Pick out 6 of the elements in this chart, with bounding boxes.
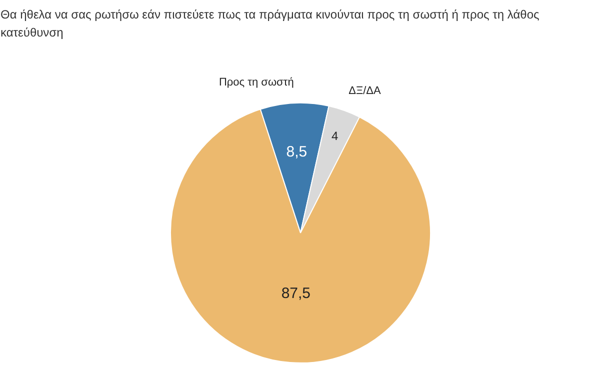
slice-label: ΔΞ/ΔΑ	[348, 84, 382, 97]
data-label: 4	[332, 129, 339, 144]
data-label: 87,5	[281, 284, 311, 302]
chart-title: Θα ήθελα να σας ρωτήσω εάν πιστεύετε πως τα πράγματα κινούνται προς τη σωστή ή προς τη λάθος κατεύθυνση	[0, 7, 540, 40]
data-label: 8,5	[286, 143, 308, 160]
slice-label: Προς τη σωστή	[218, 76, 294, 88]
